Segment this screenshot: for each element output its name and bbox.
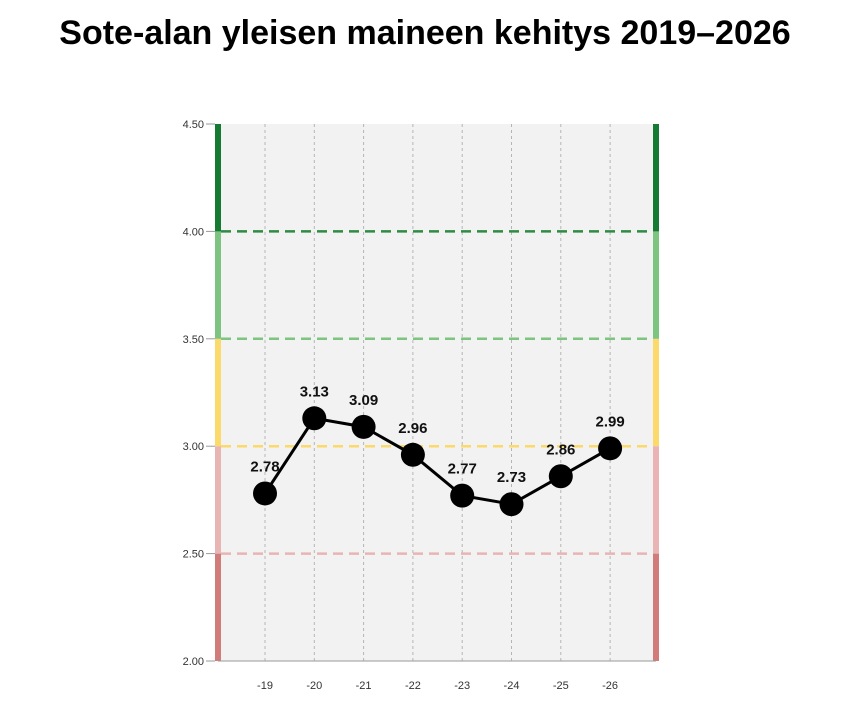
band-left-4 bbox=[215, 124, 221, 232]
band-right-0 bbox=[653, 553, 659, 661]
x-tick-label-4: -23 bbox=[454, 680, 470, 692]
band-left-3 bbox=[215, 231, 221, 339]
band-right-4 bbox=[653, 124, 659, 232]
data-point-7 bbox=[598, 436, 623, 461]
left-color-bands bbox=[215, 124, 221, 661]
band-left-1 bbox=[215, 446, 221, 554]
data-points bbox=[253, 406, 623, 517]
x-tick-label-2: -21 bbox=[356, 680, 372, 692]
x-tick-label-6: -25 bbox=[553, 680, 569, 692]
data-point-3 bbox=[400, 442, 425, 467]
data-label-4: 2.77 bbox=[448, 461, 477, 478]
x-tick-label-1: -20 bbox=[306, 680, 322, 692]
y-tick-label-3: 3.50 bbox=[183, 334, 204, 346]
band-right-1 bbox=[653, 446, 659, 554]
plot-background bbox=[218, 124, 656, 661]
data-point-0 bbox=[253, 481, 277, 506]
y-tick-label-2: 3.00 bbox=[183, 441, 204, 453]
data-point-5 bbox=[499, 492, 524, 517]
x-axis-ticks: -19 -20 -21 -22 -23 -24 -25 -26 bbox=[257, 680, 618, 692]
data-labels: 2.78 3.13 3.09 2.96 2.77 2.73 2.86 2.99 bbox=[250, 383, 624, 486]
x-tick-label-7: -26 bbox=[602, 680, 618, 692]
y-tick-label-0: 2.00 bbox=[183, 656, 204, 668]
data-point-2 bbox=[351, 414, 376, 439]
threshold-lines bbox=[221, 230, 653, 555]
y-tick-label-5: 4.50 bbox=[183, 119, 204, 131]
band-left-2 bbox=[215, 338, 221, 447]
data-label-1: 3.13 bbox=[300, 383, 329, 400]
band-right-3 bbox=[653, 231, 659, 339]
data-point-1 bbox=[302, 406, 327, 431]
chart-title: Sote-alan yleisen maineen kehitys 2019–2… bbox=[59, 14, 791, 52]
data-label-7: 2.99 bbox=[595, 413, 624, 430]
y-tick-label-1: 2.50 bbox=[183, 549, 204, 561]
data-point-6 bbox=[548, 464, 573, 489]
data-label-5: 2.73 bbox=[497, 469, 526, 486]
right-color-bands bbox=[653, 124, 659, 661]
y-tick-label-4: 4.00 bbox=[183, 226, 204, 238]
data-label-6: 2.86 bbox=[546, 441, 575, 458]
data-point-4 bbox=[450, 483, 475, 508]
x-tick-label-0: -19 bbox=[257, 680, 273, 692]
y-axis-ticks: 2.00 2.50 3.00 3.50 4.00 4.50 bbox=[183, 119, 215, 668]
data-label-0: 2.78 bbox=[250, 458, 279, 475]
data-label-2: 3.09 bbox=[349, 392, 378, 409]
data-label-3: 2.96 bbox=[398, 420, 427, 437]
x-tick-label-3: -22 bbox=[405, 680, 421, 692]
band-left-0 bbox=[215, 553, 221, 661]
band-right-2 bbox=[653, 338, 659, 447]
x-tick-label-5: -24 bbox=[504, 680, 520, 692]
